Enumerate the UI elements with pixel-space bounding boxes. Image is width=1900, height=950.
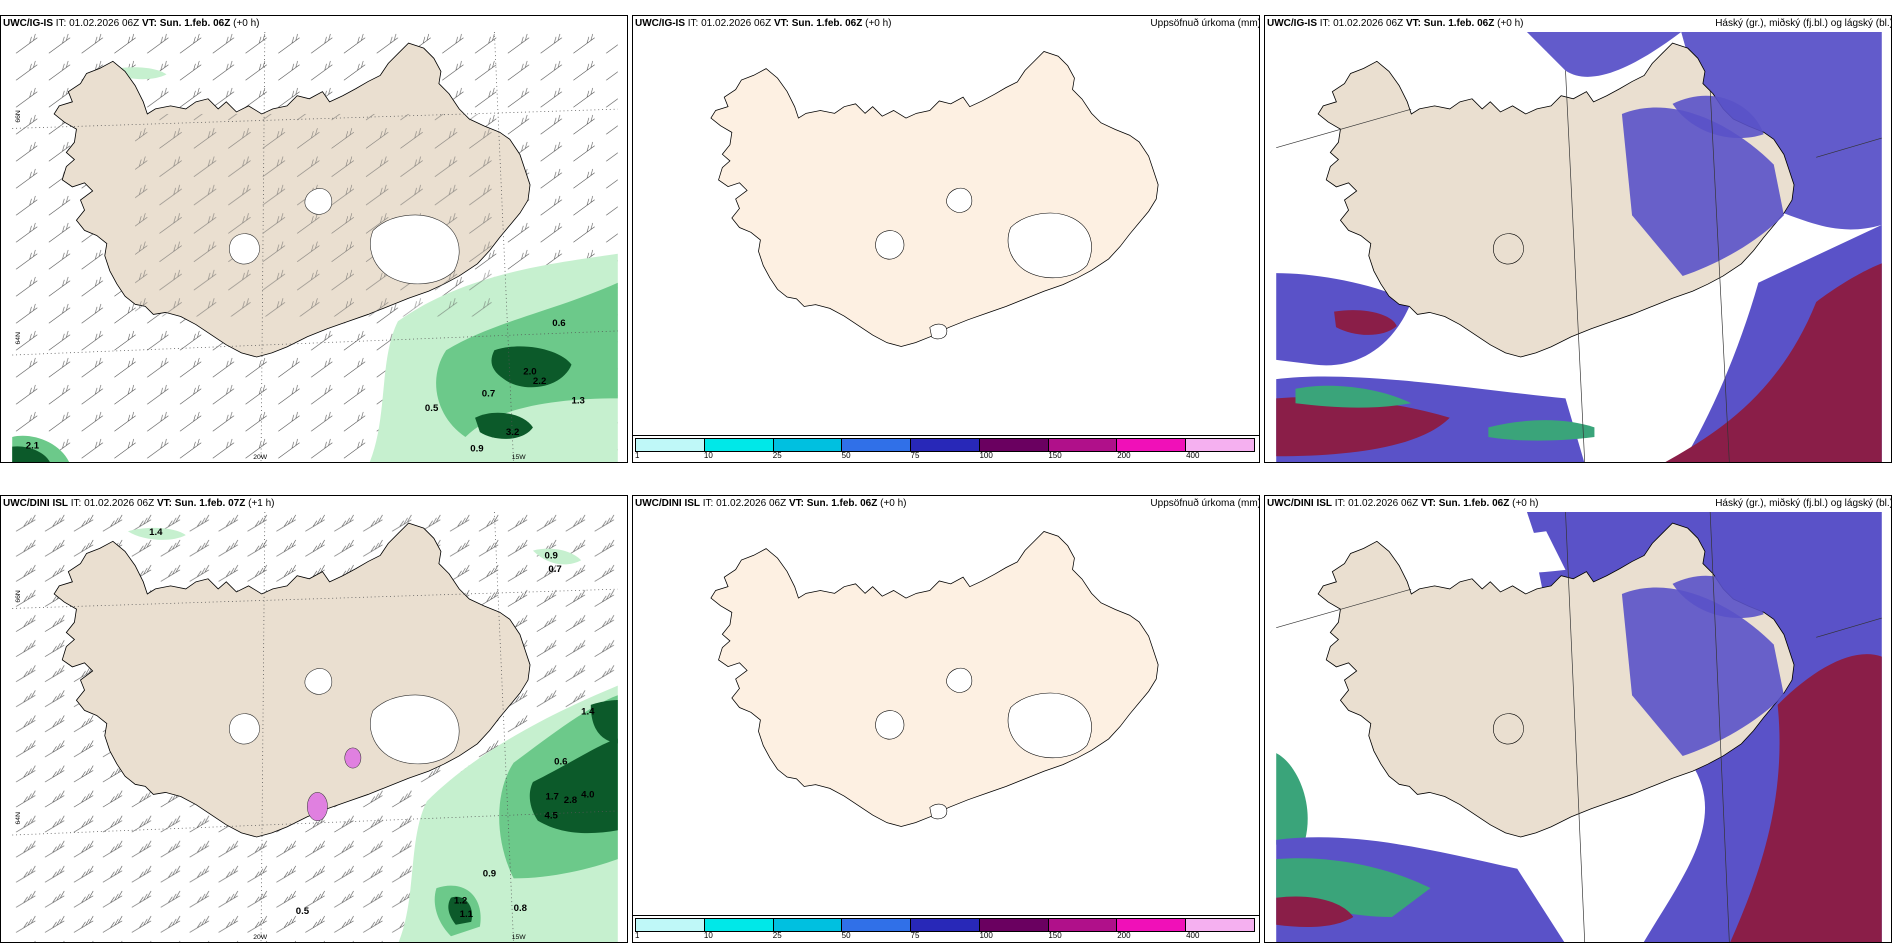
wind-map-panel-igis: UWC/IG-IS IT: 01.02.2026 06Z VT: Sun. 1.… bbox=[0, 15, 628, 463]
precip-value: 1.7 bbox=[545, 791, 558, 802]
precip-value: 4.0 bbox=[581, 789, 594, 800]
colorbar-tick: 1 bbox=[635, 931, 640, 940]
panel-header: UWC/IG-IS IT: 01.02.2026 06Z VT: Sun. 1.… bbox=[3, 18, 260, 29]
lon-label: 15W bbox=[512, 934, 527, 941]
colorbar-swatch bbox=[911, 919, 980, 931]
precip-value: 1.4 bbox=[149, 527, 163, 538]
precip-map-panel-igis: UWC/IG-IS IT: 01.02.2026 06Z VT: Sun. 1.… bbox=[632, 15, 1260, 463]
panel-header: UWC/DINI ISL IT: 01.02.2026 06Z VT: Sun.… bbox=[3, 498, 275, 509]
colorbar-swatch bbox=[1186, 439, 1255, 451]
precip-value: 1.2 bbox=[454, 896, 467, 907]
wind-map: 66N 64N 20W 15W 1.4 0.9 0.7 1.4 0.6 1.7 … bbox=[12, 512, 618, 942]
colorbar-tick: 10 bbox=[703, 451, 713, 460]
colorbar-tick: 100 bbox=[979, 451, 993, 460]
colorbar-swatch bbox=[1186, 919, 1255, 931]
precip-value: 0.5 bbox=[425, 403, 439, 414]
precip-value: 0.7 bbox=[548, 564, 561, 575]
precip-value: 0.9 bbox=[483, 869, 496, 880]
panel-header: UWC/IG-IS IT: 01.02.2026 06Z VT: Sun. 1.… bbox=[635, 18, 1260, 29]
precip-value: 2.0 bbox=[523, 366, 536, 377]
precip-value: 0.9 bbox=[545, 550, 558, 561]
precip-colorbar: 1 10 25 50 75 100 150 200 400 bbox=[633, 435, 1259, 462]
colorbar-swatch bbox=[842, 439, 912, 451]
colorbar-tick: 75 bbox=[910, 451, 920, 460]
colorbar-tick: 25 bbox=[772, 451, 782, 460]
precip-value: 0.5 bbox=[296, 906, 310, 917]
precip-value: 0.6 bbox=[554, 757, 567, 768]
colorbar-tick: 25 bbox=[772, 931, 782, 940]
lat-label: 64N bbox=[15, 812, 22, 825]
lon-label: 20W bbox=[253, 454, 268, 461]
colorbar-tick: 50 bbox=[841, 451, 851, 460]
precip-value: 2.8 bbox=[564, 795, 578, 806]
colorbar-tick: 100 bbox=[979, 931, 993, 940]
colorbar-swatch bbox=[704, 919, 774, 931]
lat-label: 66N bbox=[15, 590, 22, 603]
cloud-map bbox=[1276, 512, 1882, 942]
colorbar-swatch bbox=[1048, 439, 1118, 451]
precip-value: 0.9 bbox=[470, 443, 483, 454]
colorbar-tick: 200 bbox=[1117, 931, 1131, 940]
precip-map-panel-dini: UWC/DINI ISL IT: 01.02.2026 06Z VT: Sun.… bbox=[632, 495, 1260, 943]
colorbar-swatch bbox=[636, 919, 705, 931]
panel-header: UWC/DINI ISL IT: 01.02.2026 06Z VT: Sun.… bbox=[635, 498, 1260, 509]
wind-map-panel-dini: UWC/DINI ISL IT: 01.02.2026 06Z VT: Sun.… bbox=[0, 495, 628, 943]
panel-header: UWC/IG-IS IT: 01.02.2026 06Z VT: Sun. 1.… bbox=[1267, 18, 1892, 29]
colorbar-tick: 150 bbox=[1048, 931, 1062, 940]
lon-label: 15W bbox=[512, 454, 527, 461]
colorbar-tick: 200 bbox=[1117, 451, 1131, 460]
colorbar-tick: 400 bbox=[1186, 451, 1200, 460]
colorbar-swatch bbox=[773, 439, 843, 451]
colorbar-swatch bbox=[842, 919, 912, 931]
colorbar-swatch bbox=[704, 439, 774, 451]
colorbar-swatch bbox=[1048, 919, 1118, 931]
colorbar-swatch bbox=[979, 439, 1049, 451]
colorbar-tick: 150 bbox=[1048, 451, 1062, 460]
wind-map: 66N 64N 20W 15W 0.6 2.0 2.2 1.3 0.7 0.5 … bbox=[12, 32, 618, 462]
precip-value: 2.2 bbox=[533, 376, 546, 387]
colorbar-swatch bbox=[979, 919, 1049, 931]
precip-colorbar: 1 10 25 50 75 100 150 200 400 bbox=[633, 915, 1259, 942]
precip-value: 1.4 bbox=[581, 707, 595, 718]
precip-value: 0.7 bbox=[482, 389, 495, 400]
colorbar-tick: 75 bbox=[910, 931, 920, 940]
precip-map bbox=[710, 531, 1159, 827]
precip-value: 4.5 bbox=[545, 811, 559, 822]
precip-value: 2.1 bbox=[26, 441, 40, 452]
colorbar-swatch bbox=[1117, 919, 1187, 931]
cloud-map-panel-igis: UWC/IG-IS IT: 01.02.2026 06Z VT: Sun. 1.… bbox=[1264, 15, 1892, 463]
precip-value: 0.6 bbox=[552, 318, 565, 329]
precip-value: 3.2 bbox=[506, 427, 519, 438]
colorbar-swatch bbox=[773, 919, 843, 931]
cloud-map bbox=[1276, 32, 1882, 462]
colorbar-swatch bbox=[1117, 439, 1187, 451]
colorbar-swatch bbox=[636, 439, 705, 451]
colorbar-swatch bbox=[911, 439, 980, 451]
precip-value: 0.8 bbox=[514, 903, 528, 914]
lat-label: 66N bbox=[15, 110, 22, 123]
colorbar-tick: 10 bbox=[703, 931, 713, 940]
precip-value: 1.3 bbox=[572, 395, 585, 406]
panel-header: UWC/DINI ISL IT: 01.02.2026 06Z VT: Sun.… bbox=[1267, 498, 1892, 509]
colorbar-tick: 50 bbox=[841, 931, 851, 940]
precip-map bbox=[710, 51, 1159, 347]
colorbar-tick: 1 bbox=[635, 451, 640, 460]
lat-label: 64N bbox=[15, 332, 22, 345]
lon-label: 20W bbox=[253, 934, 268, 941]
precip-value: 1.1 bbox=[460, 909, 474, 920]
colorbar-tick: 400 bbox=[1186, 931, 1200, 940]
cloud-map-panel-dini: UWC/DINI ISL IT: 01.02.2026 06Z VT: Sun.… bbox=[1264, 495, 1892, 943]
